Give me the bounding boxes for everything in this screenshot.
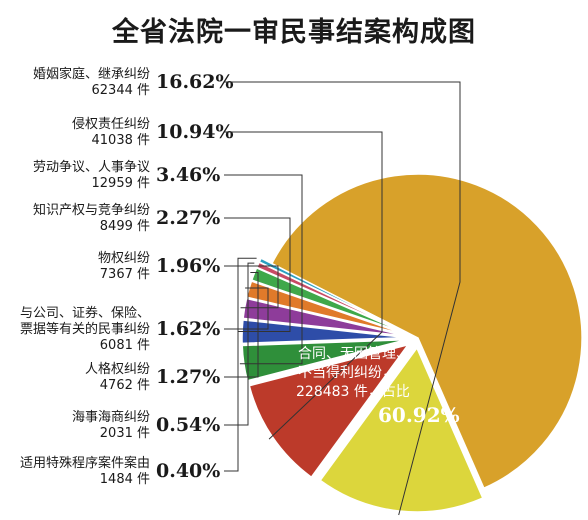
chart-title: 全省法院一审民事结案构成图 bbox=[112, 17, 476, 48]
slice-percent: 2.27% bbox=[156, 207, 220, 229]
slice-percent: 16.62% bbox=[156, 71, 234, 93]
slice-percent: 3.46% bbox=[156, 164, 220, 186]
leader-lines bbox=[224, 81, 461, 516]
slice-label: 适用特殊程序案件案由 bbox=[20, 456, 150, 471]
slice-count: 2031 件 bbox=[100, 426, 150, 441]
slice-percent: 1.96% bbox=[156, 255, 220, 277]
leader-line bbox=[224, 287, 269, 330]
slice-label: 票据等有关的民事纠纷 bbox=[20, 321, 150, 337]
slice-percent: 10.94% bbox=[156, 121, 234, 143]
pie-slice bbox=[245, 280, 407, 336]
leader-line bbox=[224, 131, 383, 440]
slice-count: 1484 件 bbox=[100, 472, 150, 487]
leader-line bbox=[224, 81, 461, 516]
slice-count: 7367 件 bbox=[100, 267, 150, 282]
slice-percent: 1.27% bbox=[156, 366, 220, 388]
slice-label: 物权纠纷 bbox=[98, 250, 150, 266]
slice-percent: 0.54% bbox=[156, 414, 220, 436]
leader-line bbox=[224, 257, 257, 472]
pie-slice bbox=[319, 346, 484, 513]
leader-line bbox=[224, 262, 255, 426]
leader-line bbox=[224, 174, 303, 365]
slice-count: 4762 件 bbox=[100, 378, 150, 393]
slice-label: 侵权责任纠纷 bbox=[72, 116, 150, 132]
leader-line bbox=[224, 217, 291, 332]
leader-line bbox=[224, 265, 279, 309]
slice-percent: 1.62% bbox=[156, 318, 220, 340]
slice-count: 12959 件 bbox=[92, 176, 151, 191]
main-slice-label: 228483 件，占比 bbox=[296, 384, 410, 400]
slice-label: 婚姻家庭、继承纠纷 bbox=[33, 66, 150, 82]
pie-slice bbox=[241, 338, 407, 382]
pie-slice bbox=[248, 343, 410, 479]
main-slice-percent: 60.92% bbox=[378, 403, 460, 427]
slice-count: 6081 件 bbox=[100, 338, 150, 353]
leader-line bbox=[224, 272, 259, 378]
pie-slice bbox=[258, 257, 408, 334]
pie-slices bbox=[241, 173, 583, 513]
slice-count: 8499 件 bbox=[100, 219, 150, 234]
slice-count: 41038 件 bbox=[92, 133, 151, 148]
main-slice-label: 不当得利纠纷， bbox=[298, 364, 396, 381]
slice-percent: 0.40% bbox=[156, 460, 220, 482]
slice-label: 知识产权与竞争纠纷 bbox=[33, 202, 150, 218]
pie-slice bbox=[270, 173, 583, 490]
slice-label: 劳动争议、人事争议 bbox=[33, 159, 150, 175]
main-slice-label: 合同、无因管理、 bbox=[298, 346, 410, 362]
pie-slice bbox=[242, 297, 407, 337]
slice-count: 62344 件 bbox=[92, 83, 151, 98]
slice-label: 海事海商纠纷 bbox=[72, 410, 150, 425]
slice-label: 人格权纠纷 bbox=[85, 361, 150, 377]
slice-label: 与公司、证券、保险、 bbox=[20, 305, 150, 321]
